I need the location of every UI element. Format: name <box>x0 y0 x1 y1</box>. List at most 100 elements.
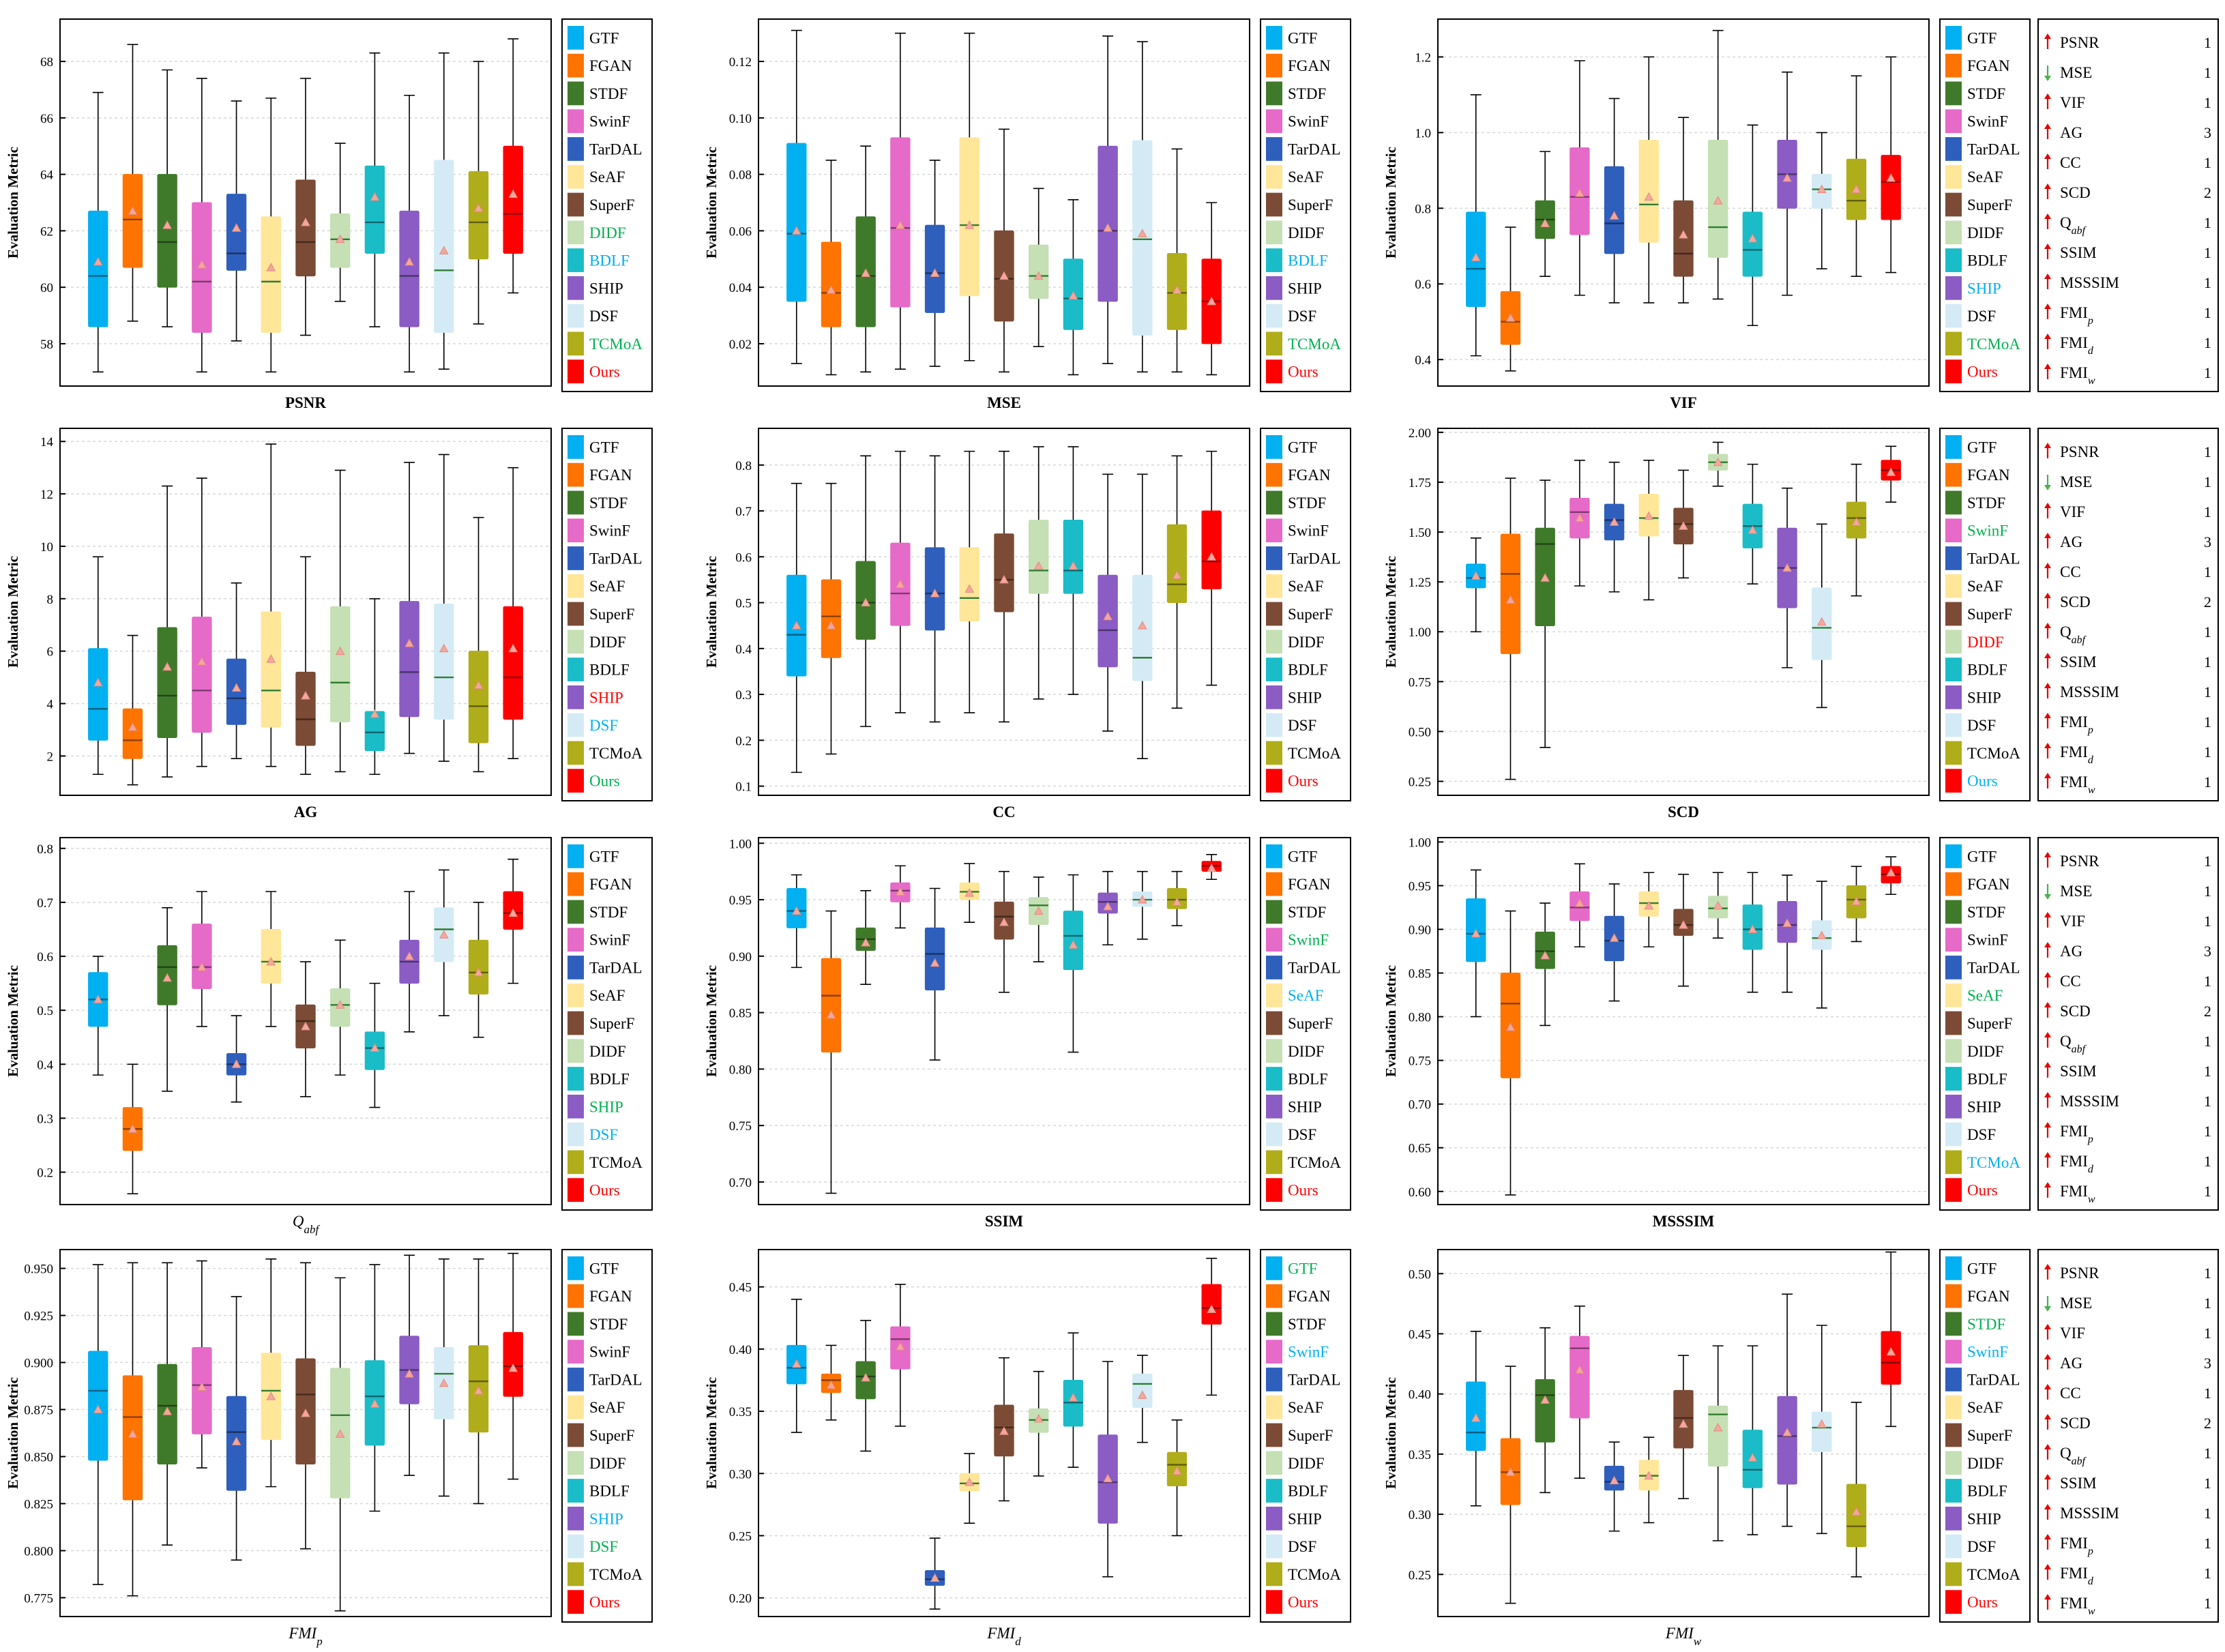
metric-count: 1 <box>2204 913 2211 930</box>
box-tcmoa <box>1846 75 1867 277</box>
legend-swatch-seaf <box>1266 574 1282 598</box>
metric-label-subscript: abf <box>2072 1044 2087 1055</box>
metric-label: PSNR <box>2060 853 2099 870</box>
mean-marker <box>826 621 836 630</box>
mean-marker <box>370 1043 380 1052</box>
box-seaf <box>261 891 281 1027</box>
mean-marker <box>266 263 276 271</box>
legend: GTF FGAN STDF SwinF TarDAL SeAF SuperF DIDF BDLF… <box>1260 837 1351 1211</box>
mean-marker <box>1471 252 1481 261</box>
arrow-down-icon <box>2044 1306 2051 1312</box>
box-ours <box>503 38 523 294</box>
mean-marker <box>231 1059 241 1068</box>
box-didf <box>1708 29 1728 300</box>
legend-label-tardal: TarDAL <box>1288 959 1341 976</box>
box-dsf <box>1132 870 1153 940</box>
legend-swatch-tcmoa <box>1266 331 1282 356</box>
legend-label-ship: SHIP <box>1967 1098 2001 1115</box>
legend-label-tcmoa: TCMoA <box>1288 336 1341 353</box>
box-tardal <box>1604 98 1625 304</box>
box-iqr <box>261 611 281 728</box>
box-iqr <box>1673 1389 1694 1449</box>
legend: GTF FGAN STDF SwinF TarDAL SeAF SuperF DIDF BDLF… <box>1939 18 2031 392</box>
y-tick-label: 1.0 <box>1415 126 1431 141</box>
legend-swatch-gtf <box>1945 435 1962 459</box>
mean-marker <box>1816 930 1827 939</box>
box-fgan <box>1500 1366 1521 1604</box>
metric-count: 1 <box>2204 1385 2211 1402</box>
legend-label-seaf: SeAF <box>589 1399 625 1416</box>
metric-count: 1 <box>2204 1093 2211 1110</box>
arrow-up-icon <box>2044 713 2051 718</box>
box-iqr <box>261 216 281 333</box>
legend-label-tcmoa: TCMoA <box>1967 1154 2020 1171</box>
box-didf <box>330 143 351 302</box>
legend-label-gtf: GTF <box>1288 848 1317 865</box>
arrow-up-icon <box>2044 443 2051 448</box>
mean-marker <box>1137 1390 1147 1399</box>
legend-swatch-tardal <box>1945 137 1962 161</box>
mean-marker <box>1471 1413 1481 1422</box>
legend-swatch-seaf <box>1266 1395 1282 1419</box>
legend-label-dsf: DSF <box>589 1538 618 1555</box>
y-tick-label: 0.5 <box>735 597 752 611</box>
box-swinf <box>192 78 212 373</box>
box-iqr <box>786 143 807 302</box>
box-ours <box>503 858 523 984</box>
metric-count: 1 <box>2204 1295 2211 1312</box>
legend-swatch-tcmoa <box>568 331 584 356</box>
box-iqr <box>122 174 143 268</box>
mean-marker <box>1103 223 1112 232</box>
legend-swatch-didf <box>1945 630 1962 654</box>
mean-marker <box>896 220 905 229</box>
mean-marker <box>861 1372 871 1382</box>
arrow-up-icon <box>2044 1032 2051 1037</box>
legend-label-fgan: FGAN <box>1967 467 2010 484</box>
box-bdlf <box>1063 199 1084 376</box>
legend-label-ours: Ours <box>589 364 620 381</box>
metric-label: MSSSIM <box>2060 683 2119 700</box>
metric-count: 1 <box>2204 64 2211 81</box>
box-seaf <box>959 32 979 362</box>
legend-swatch-ship <box>1945 685 1962 709</box>
legend-label-stdf: STDF <box>589 904 628 921</box>
box-fgan <box>821 1344 842 1421</box>
box-swinf <box>192 891 212 1027</box>
x-axis-label: FMId <box>986 1625 1021 1648</box>
y-tick-label: 1.2 <box>1415 50 1431 65</box>
box-stdf <box>157 69 177 327</box>
y-tick-label: 0.95 <box>1409 879 1431 894</box>
mean-marker <box>93 256 103 266</box>
box-swinf <box>192 477 212 767</box>
metric-count: 2 <box>2204 593 2211 610</box>
legend-label-fgan: FGAN <box>1288 876 1331 893</box>
y-tick-label: 2.00 <box>1409 426 1431 441</box>
mean-marker <box>1609 933 1619 942</box>
metric-label: CC <box>2060 973 2081 990</box>
legend-label-gtf: GTF <box>1967 29 1996 46</box>
mean-marker <box>1644 511 1654 520</box>
legend-label-tcmoa: TCMoA <box>1288 1566 1341 1583</box>
legend-label-tardal: TarDAL <box>1967 959 2020 976</box>
metric-count: 1 <box>2204 364 2211 381</box>
legend-label-superf: SuperF <box>1288 1427 1333 1444</box>
box-swinf <box>192 1260 212 1469</box>
arrow-up-icon <box>2044 1122 2051 1127</box>
mean-marker <box>197 656 207 666</box>
legend-swatch-gtf <box>568 1256 584 1280</box>
metric-label: SCD <box>2060 1415 2091 1432</box>
mean-marker <box>162 662 173 671</box>
legend-label-ship: SHIP <box>589 1098 623 1115</box>
metric-label: VIF <box>2060 94 2085 111</box>
mean-marker <box>93 994 103 1003</box>
mean-marker <box>439 643 449 653</box>
box-bdlf <box>1063 1332 1084 1468</box>
box-stdf <box>855 145 876 373</box>
metric-label: MSE <box>2060 64 2092 81</box>
box-fgan <box>1500 226 1521 372</box>
metric-count: 3 <box>2204 1355 2211 1372</box>
mean-marker <box>335 234 345 244</box>
legend-label-seaf: SeAF <box>589 987 625 1004</box>
